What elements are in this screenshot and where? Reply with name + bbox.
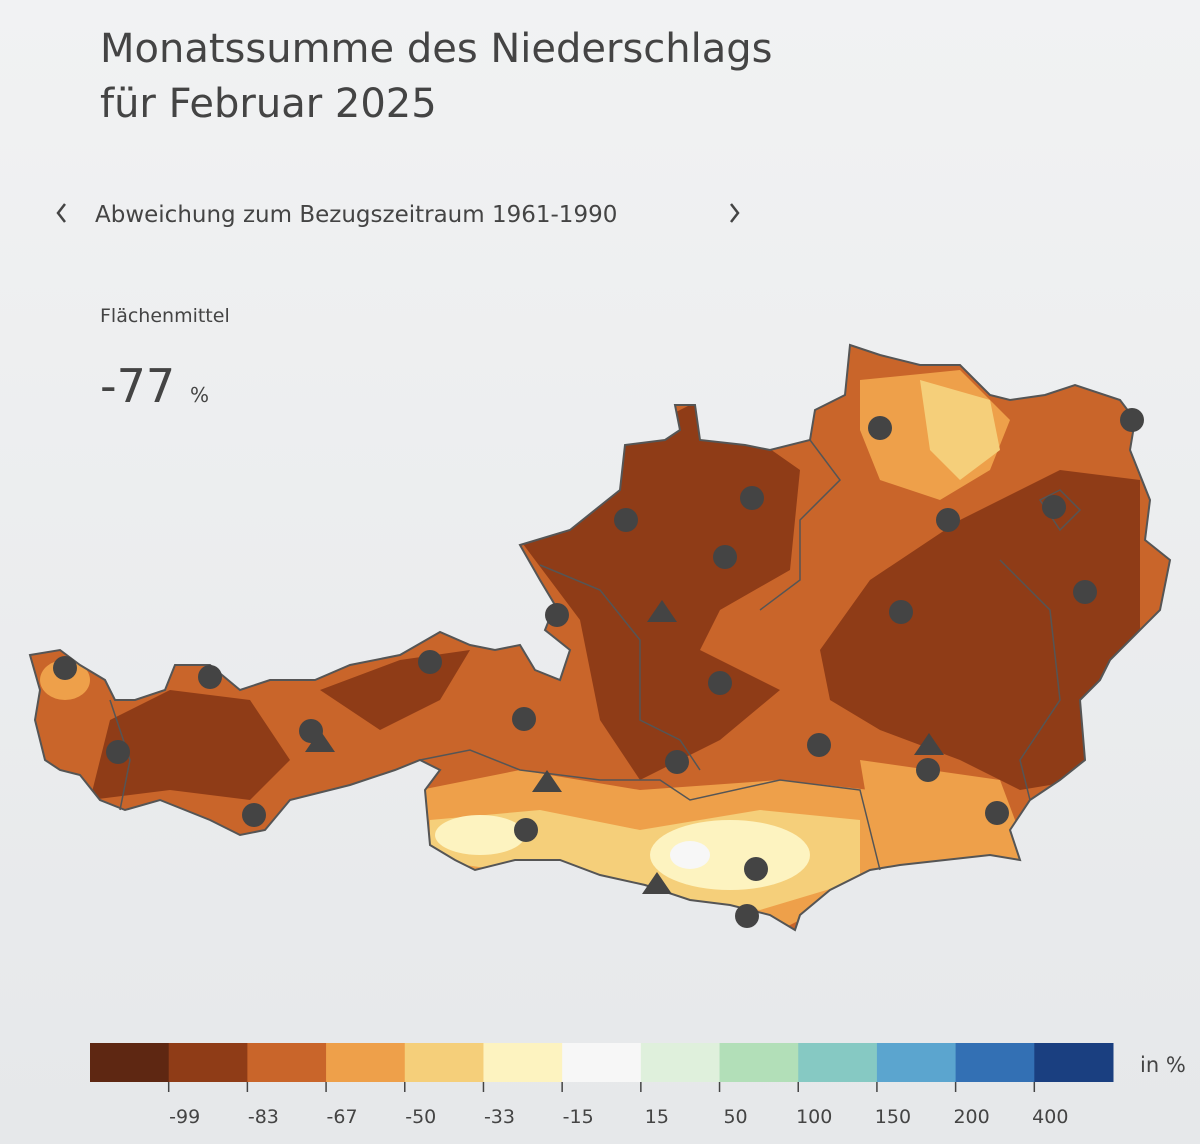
legend-tick-label: -50	[405, 1106, 436, 1128]
area-mean-value: -77	[100, 359, 175, 413]
legend-swatch	[562, 1043, 642, 1082]
legend-tick-label: -67	[327, 1106, 358, 1128]
legend-tick-label: 200	[953, 1106, 989, 1128]
legend-swatch	[798, 1043, 878, 1082]
legend-tick-label: 400	[1032, 1106, 1068, 1128]
nav-label: Abweichung zum Bezugszeitraum 1961-1990	[95, 202, 617, 228]
legend-swatch	[404, 1043, 484, 1082]
legend-swatch	[247, 1043, 327, 1082]
legend-tick-label: -33	[484, 1106, 515, 1128]
region-fill	[670, 841, 710, 869]
legend-swatch	[1034, 1043, 1114, 1082]
legend-swatch	[640, 1043, 721, 1082]
legend-tick-label: 150	[875, 1106, 911, 1128]
state-borders	[109, 439, 1082, 871]
legend-swatch	[326, 1043, 406, 1082]
legend-tick-label: 100	[796, 1106, 832, 1128]
region-fill	[650, 820, 810, 890]
stations	[53, 408, 1144, 928]
legend: -99 -83 -67 -50 -33 -15 15 50 100 150 200 400	[90, 1043, 1114, 1128]
legend-tick-label: 15	[645, 1106, 669, 1128]
next-button[interactable]	[730, 203, 740, 223]
title: für Februar 2025	[100, 81, 437, 127]
region-fill	[820, 470, 1140, 790]
region-fill	[435, 815, 525, 855]
region-fill	[860, 760, 1030, 880]
legend-swatch	[168, 1043, 248, 1082]
prev-button[interactable]	[56, 203, 66, 223]
legend-swatch	[955, 1043, 1035, 1082]
legend-tick-label: -83	[248, 1106, 279, 1128]
region-fill	[90, 690, 290, 800]
legend-tick-label: 50	[723, 1106, 747, 1128]
area-mean-label: Flächenmittel	[100, 305, 230, 327]
legend-swatch	[876, 1043, 957, 1082]
area-mean-unit: %	[190, 383, 209, 407]
title: Monatssumme des Niederschlags	[100, 26, 773, 72]
legend-tick-label: -15	[563, 1106, 594, 1128]
legend-swatch	[719, 1043, 799, 1082]
legend-tick-label: -99	[169, 1106, 200, 1128]
legend-swatch	[483, 1043, 563, 1082]
legend-unit: in %	[1140, 1053, 1186, 1077]
region-fill	[920, 380, 1000, 480]
legend-swatch	[90, 1043, 170, 1082]
